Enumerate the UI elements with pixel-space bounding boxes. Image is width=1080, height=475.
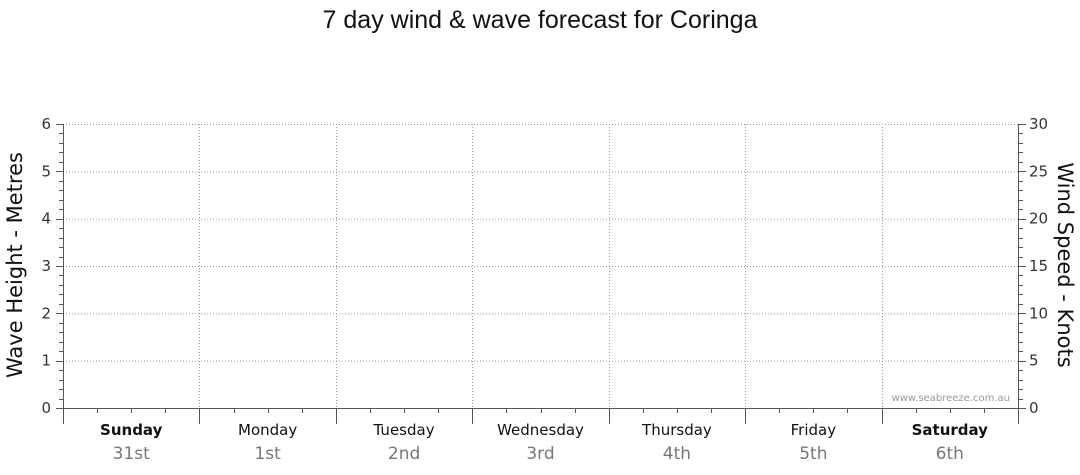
- y-right-tick-label: 20: [1029, 210, 1048, 228]
- y-left-tick-label: 0: [41, 399, 51, 417]
- day-name-label: Wednesday: [497, 421, 584, 439]
- y-left-tick-label: 4: [41, 210, 51, 228]
- watermark: www.seabreeze.com.au: [892, 393, 1010, 404]
- day-name-label: Monday: [238, 421, 297, 439]
- day-date-label: 4th: [663, 444, 691, 464]
- grid-lines: [63, 124, 1018, 408]
- y-left-tick-label: 2: [41, 304, 51, 322]
- y-right-tick-label: 10: [1029, 304, 1048, 322]
- day-date-label: 1st: [254, 444, 281, 464]
- y-right-tick-label: 5: [1029, 352, 1039, 370]
- day-name-label: Tuesday: [373, 421, 435, 439]
- day-date-label: 2nd: [388, 444, 420, 464]
- y-right-tick-label: 25: [1029, 162, 1048, 180]
- chart-title: 7 day wind & wave forecast for Coringa: [322, 6, 758, 34]
- day-name-label: Thursday: [641, 421, 712, 439]
- y-right-tick-label: 15: [1029, 257, 1048, 275]
- day-date-label: 3rd: [526, 444, 554, 464]
- day-name-label: Sunday: [100, 421, 163, 439]
- y-axis-right-title: Wind Speed - Knots: [1053, 162, 1077, 367]
- y-left-tick-label: 1: [41, 352, 51, 370]
- axis-labels: 0 1 2 3 4 5 6 0 5 10 15 20 25 30 Sunday 31st Monday 1st Tu…: [41, 115, 1048, 464]
- y-axis-left-title: Wave Height - Metres: [3, 152, 27, 378]
- y-left-tick-label: 3: [41, 257, 51, 275]
- y-right-tick-label: 30: [1029, 115, 1048, 133]
- y-left-tick-label: 6: [41, 115, 51, 133]
- y-left-tick-label: 5: [41, 162, 51, 180]
- y-right-tick-label: 0: [1029, 399, 1039, 417]
- day-date-label: 6th: [936, 444, 964, 464]
- day-name-label: Friday: [791, 421, 837, 439]
- day-name-label: Saturday: [912, 421, 989, 439]
- day-date-label: 31st: [113, 444, 150, 464]
- axes: [56, 124, 1026, 424]
- day-date-label: 5th: [799, 444, 827, 464]
